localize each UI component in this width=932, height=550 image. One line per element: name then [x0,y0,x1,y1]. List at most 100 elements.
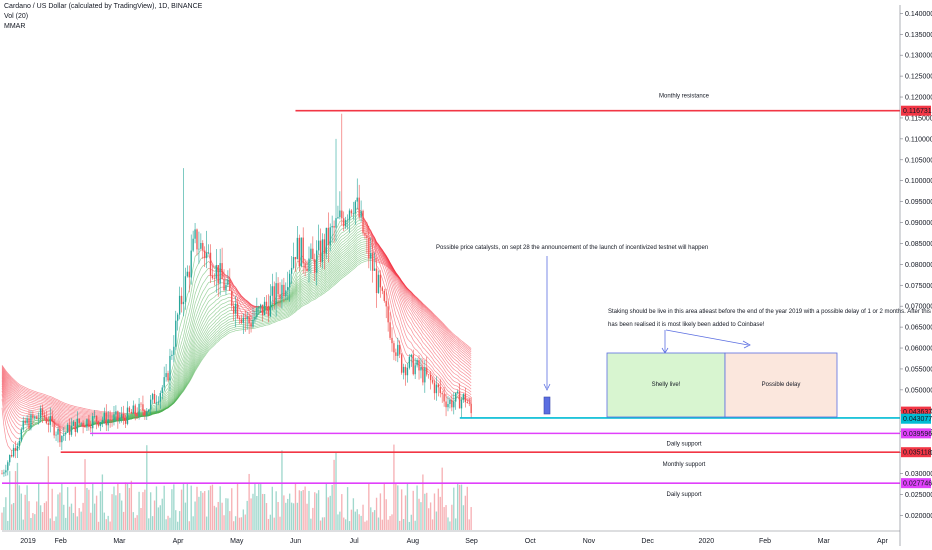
ema-ribbon-segment [190,312,194,322]
volume-bar [63,504,65,530]
ema-ribbon-segment [418,313,422,317]
ema-ribbon-segment [181,386,184,391]
volume-bar [68,506,71,530]
ema-ribbon-segment [455,370,458,373]
ema-ribbon-segment [192,331,196,339]
ema-ribbon-segment [214,316,217,320]
ema-ribbon-segment [297,292,300,294]
ema-ribbon-segment [210,292,213,295]
ema-ribbon-segment [355,211,358,215]
ema-ribbon-segment [206,324,209,329]
ema-ribbon-segment [198,342,202,347]
ema-ribbon-segment [287,302,290,305]
ema-ribbon-segment [349,224,352,227]
ema-ribbon-segment [196,356,200,361]
ema-ribbon-segment [428,325,431,329]
ema-ribbon-segment [5,394,9,400]
ema-ribbon-segment [324,272,327,276]
ema-ribbon-segment [34,405,37,407]
ema-ribbon-segment [239,308,242,313]
ema-ribbon-segment [366,231,370,234]
ema-ribbon-segment [202,308,206,313]
ema-ribbon-segment [353,226,356,230]
ema-ribbon-segment [181,371,184,377]
ema-ribbon-segment [198,350,202,355]
ema-ribbon-segment [9,436,12,442]
ema-ribbon-segment [345,242,348,246]
volume-indicator-label[interactable]: Vol (20) [4,13,29,20]
ema-ribbon-segment [167,402,171,406]
ema-ribbon-segment [370,249,373,252]
ema-ribbon-segment [407,308,410,313]
ema-ribbon-segment [374,252,377,255]
ema-ribbon-segment [424,323,428,327]
ema-ribbon-segment [204,315,207,320]
mmar-indicator-label[interactable]: MMAR [4,23,26,30]
ema-ribbon-segment [5,400,9,407]
ema-ribbon-segment [329,278,333,281]
volume-bar [329,495,331,530]
ema-ribbon-segment [192,359,196,366]
ema-ribbon-segment [405,334,408,339]
ema-ribbon-segment [247,304,250,306]
ema-ribbon-segment [328,267,331,271]
ema-ribbon-segment [430,323,433,327]
ema-ribbon-segment [190,362,194,368]
ema-ribbon-segment [237,297,240,299]
ema-ribbon-segment [190,333,194,341]
ema-ribbon-segment [441,370,445,374]
ema-ribbon-segment [355,220,358,225]
ema-ribbon-segment [59,421,63,424]
ema-ribbon-segment [179,388,182,393]
ema-ribbon-segment [322,274,325,277]
ema-ribbon-segment [320,281,323,284]
ema-ribbon-segment [208,340,211,344]
ema-ribbon-segment [217,312,221,316]
ema-ribbon-segment [409,299,412,303]
ema-ribbon-segment [219,317,223,321]
ema-ribbon-segment [324,263,327,267]
volume-bar [175,510,177,530]
ema-ribbon-segment [57,422,61,425]
volume-bar [244,514,246,530]
ema-ribbon-segment [50,402,53,405]
ema-ribbon-segment [212,310,215,314]
ema-ribbon-segment [13,396,16,400]
ema-ribbon-segment [165,401,169,404]
ema-ribbon-segment [192,256,196,268]
ema-ribbon-segment [9,448,12,451]
ema-ribbon-segment [192,294,196,304]
ema-ribbon-segment [306,283,310,286]
ema-ribbon-segment [428,313,431,317]
ema-ribbon-segment [183,374,186,380]
ema-ribbon-segment [17,418,20,422]
ema-ribbon-segment [410,335,414,341]
ema-ribbon-segment [439,332,443,336]
ema-ribbon-segment [262,314,265,317]
volume-bar [433,493,436,530]
volume-bar [385,499,387,530]
ema-ribbon-segment [11,407,14,411]
ema-ribbon-segment [40,398,43,400]
ema-ribbon-segment [432,317,435,321]
ema-ribbon-segment [299,277,302,282]
ema-ribbon-segment [403,321,406,327]
ema-ribbon-segment [250,306,254,308]
ema-ribbon-segment [353,240,356,243]
volume-bar [34,514,36,530]
volume-bar [387,519,389,530]
ema-ribbon-segment [414,330,418,334]
ema-ribbon-segment [181,344,184,351]
ema-ribbon-segment [175,351,179,361]
ema-ribbon-segment [19,395,22,397]
ema-ribbon-segment [163,404,167,408]
ema-ribbon-segment [295,300,298,304]
ema-ribbon-segment [63,426,66,428]
ema-ribbon-segment [212,325,215,329]
ema-ribbon-segment [382,252,385,255]
ema-ribbon-segment [289,290,292,294]
ema-ribbon-segment [169,376,173,382]
ema-ribbon-segment [430,334,433,338]
ema-ribbon-segment [61,407,64,409]
